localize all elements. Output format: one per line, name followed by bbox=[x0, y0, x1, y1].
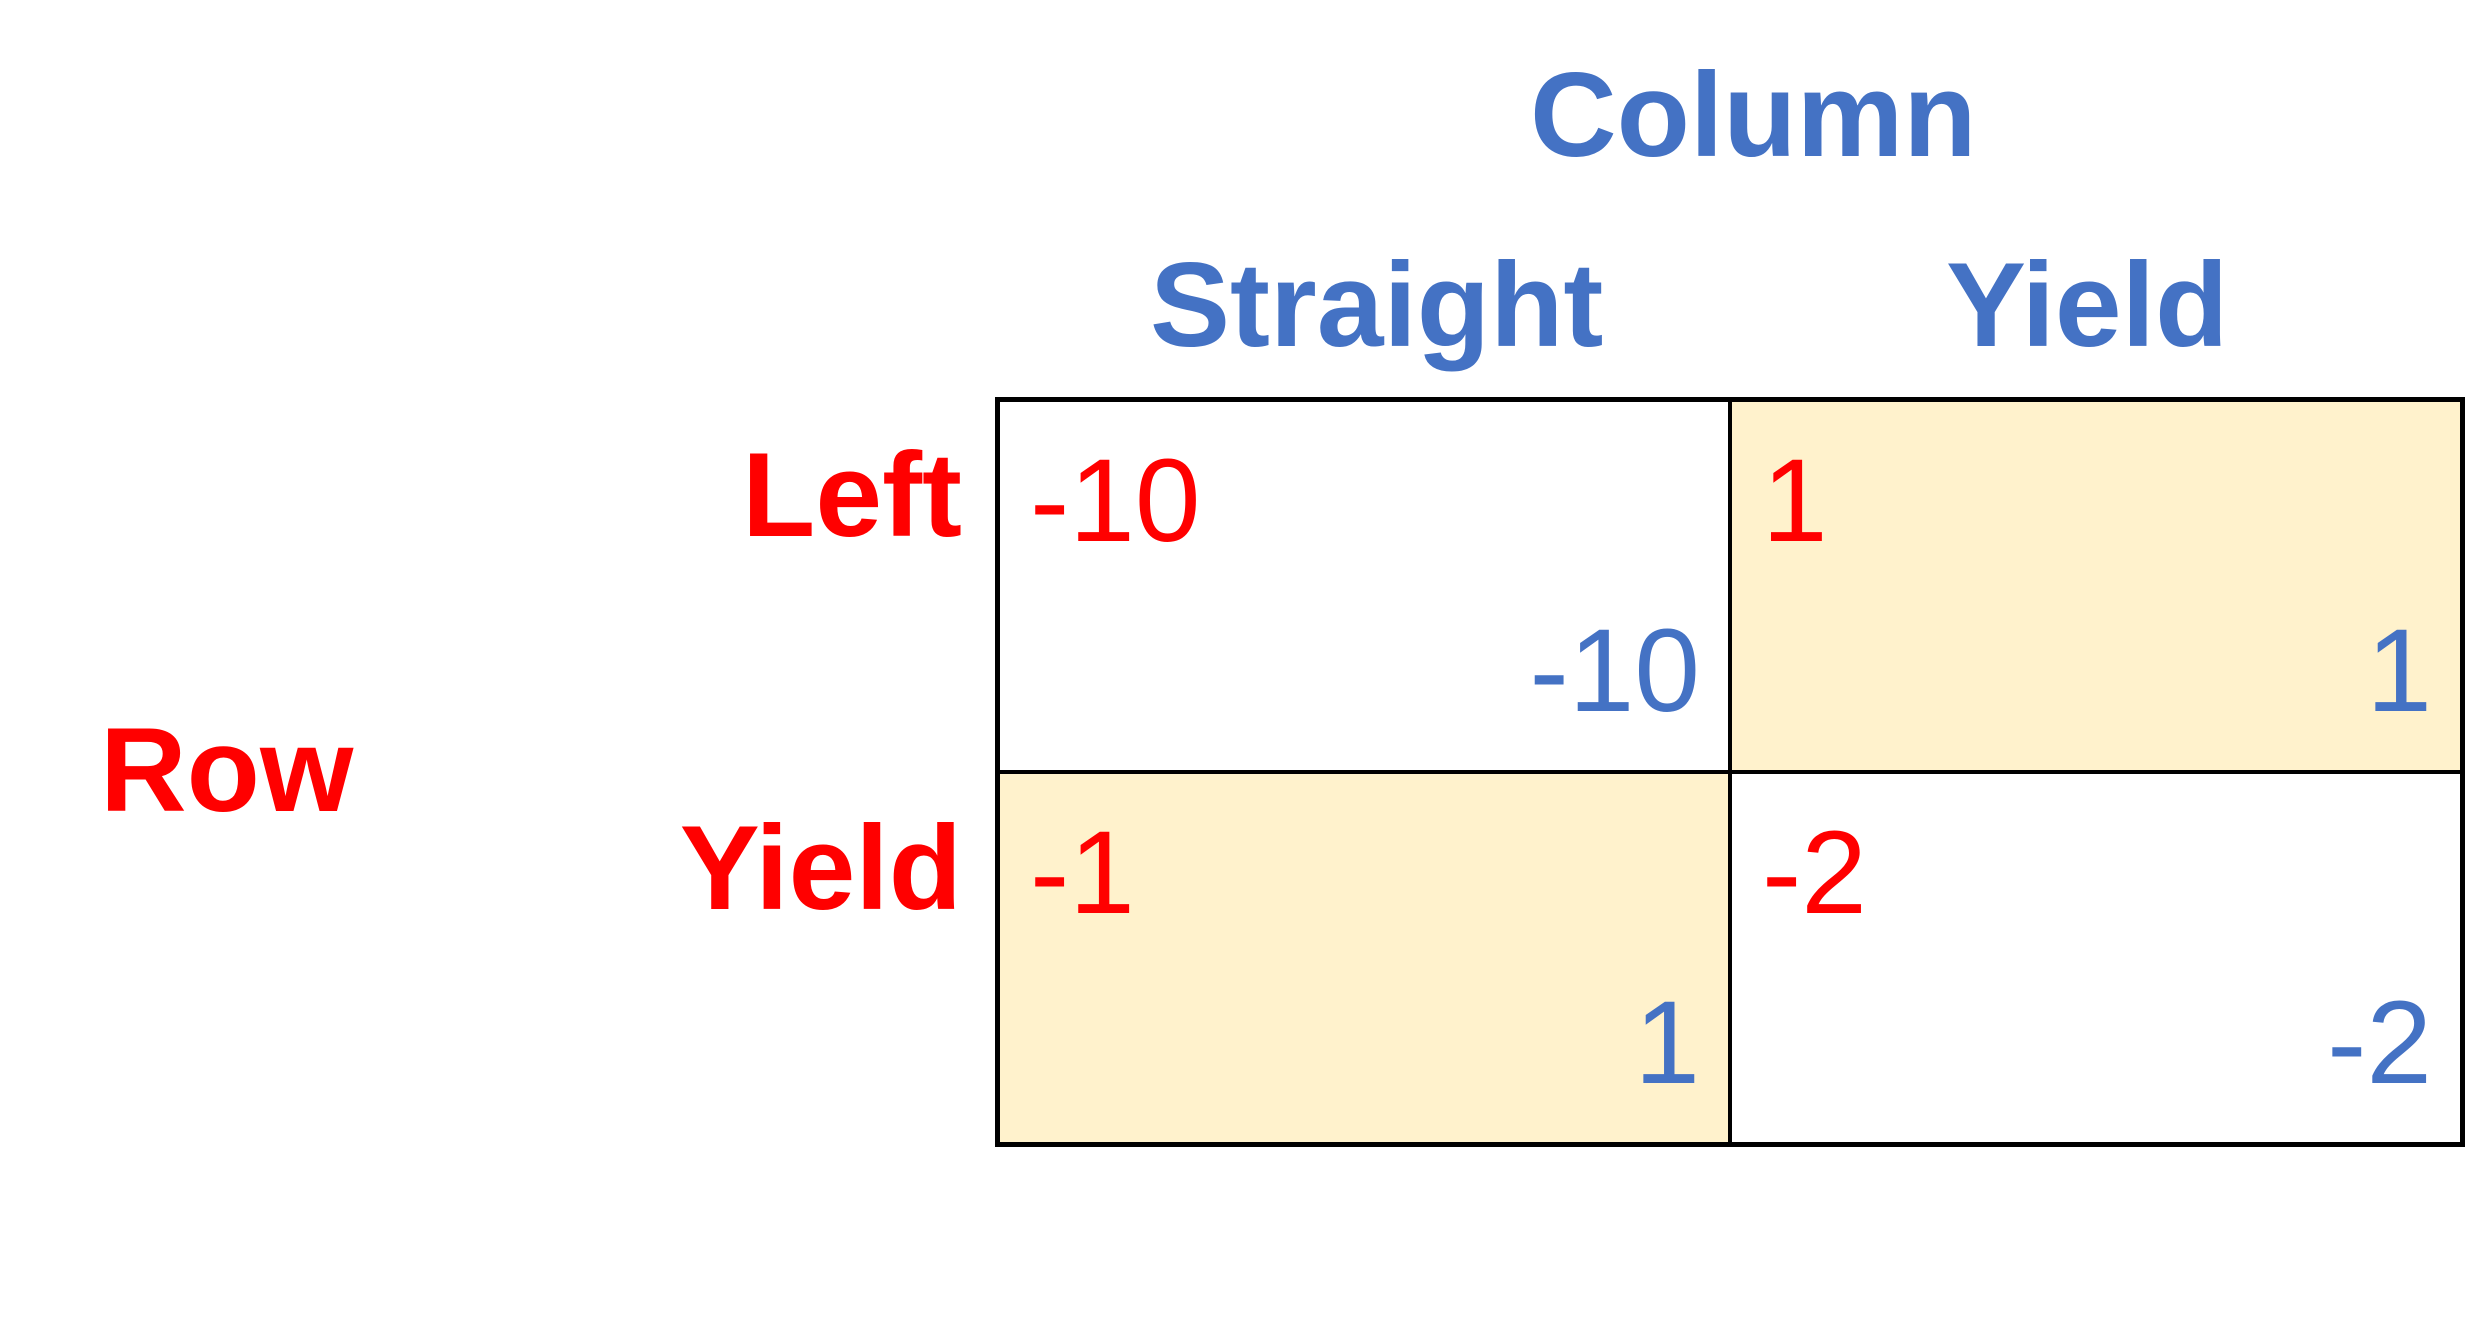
column-payoff: 1 bbox=[1634, 977, 1700, 1109]
column-strategy-straight: Straight bbox=[1150, 238, 1604, 372]
payoff-cell-left-straight: -10 -10 bbox=[998, 400, 1730, 772]
payoff-cell-left-yield: 1 1 bbox=[1730, 400, 2462, 772]
column-payoff: -2 bbox=[2327, 977, 2432, 1109]
row-payoff: -2 bbox=[1762, 807, 1867, 939]
row-player-title: Row bbox=[100, 703, 354, 837]
column-strategy-yield: Yield bbox=[1946, 238, 2229, 372]
row-strategy-left: Left bbox=[742, 428, 962, 562]
row-payoff: -10 bbox=[1030, 435, 1201, 567]
payoff-cell-yield-straight: -1 1 bbox=[998, 772, 1730, 1144]
row-payoff: -1 bbox=[1030, 807, 1135, 939]
column-player-title: Column bbox=[1530, 48, 1977, 182]
payoff-matrix: -10 -10 1 1 -1 1 -2 -2 bbox=[995, 397, 2465, 1147]
row-payoff: 1 bbox=[1762, 435, 1828, 567]
column-payoff: 1 bbox=[2366, 605, 2432, 737]
payoff-cell-yield-yield: -2 -2 bbox=[1730, 772, 2462, 1144]
row-strategy-yield: Yield bbox=[679, 801, 962, 935]
column-payoff: -10 bbox=[1529, 605, 1700, 737]
